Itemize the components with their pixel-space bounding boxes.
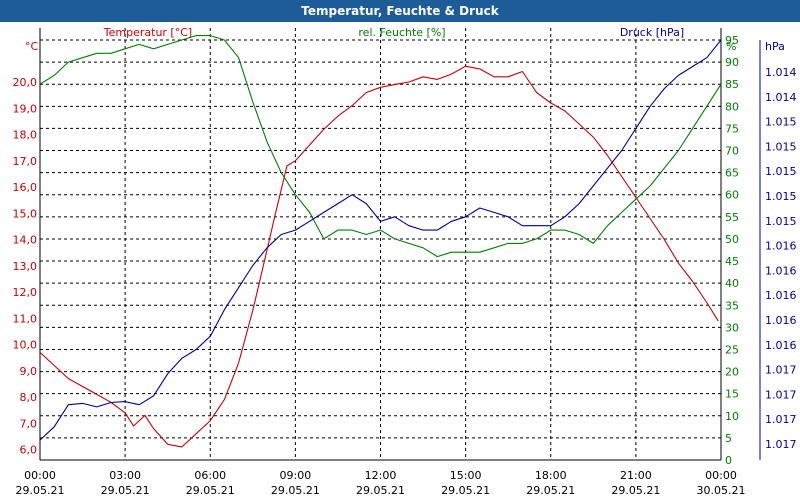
humidity-tick-label: 35 [725, 299, 739, 312]
x-tick-time: 12:00 [365, 469, 397, 482]
pressure-tick-label: 1.017 [765, 388, 797, 401]
temp-tick-label: 7,0 [20, 417, 38, 430]
x-tick-date: 29.05.21 [356, 484, 405, 497]
humidity-tick-label: 0 [725, 454, 732, 467]
humidity-tick-label: 30 [725, 321, 739, 334]
temp-series-label: Temperatur [°C] [103, 26, 192, 39]
pressure-tick-label: 1.015 [765, 165, 797, 178]
pressure-tick-label: 1.016 [765, 240, 797, 253]
humidity-tick-label: 85 [725, 78, 739, 91]
x-tick-date: 30.05.21 [697, 484, 746, 497]
humidity-series-label: rel. Feuchte [%] [358, 26, 445, 39]
temp-tick-label: 8,0 [20, 391, 38, 404]
x-tick-date: 29.05.21 [271, 484, 320, 497]
humidity-tick-label: 70 [725, 145, 739, 158]
temp-tick-label: 6,0 [20, 444, 38, 457]
pressure-tick-label: 1.015 [765, 140, 797, 153]
x-tick-time: 15:00 [450, 469, 482, 482]
pressure-unit-label: hPa [765, 40, 785, 53]
x-tick-date: 29.05.21 [611, 484, 660, 497]
humidity-tick-label: 65 [725, 167, 739, 180]
humidity-tick-label: 80 [725, 100, 739, 113]
humidity-tick-label: 10 [725, 410, 739, 423]
temp-tick-label: 9,0 [20, 365, 38, 378]
x-tick-date: 29.05.21 [101, 484, 150, 497]
x-tick-time: 18:00 [535, 469, 567, 482]
pressure-tick-label: 1.016 [765, 339, 797, 352]
temp-tick-label: 16,0 [13, 181, 38, 194]
x-tick-time: 09:00 [280, 469, 312, 482]
x-tick-time: 03:00 [109, 469, 141, 482]
x-tick-time: 00:00 [24, 469, 56, 482]
temp-tick-label: 11,0 [13, 312, 38, 325]
humidity-tick-label: 55 [725, 211, 739, 224]
pressure-tick-label: 1.017 [765, 438, 797, 451]
humidity-tick-label: 40 [725, 277, 739, 290]
temp-tick-label: 20,0 [13, 76, 38, 89]
humidity-unit-label: % [726, 40, 736, 53]
humidity-tick-label: 50 [725, 233, 739, 246]
temp-tick-label: 19,0 [13, 102, 38, 115]
x-tick-time: 21:00 [620, 469, 652, 482]
pressure-tick-label: 1.014 [765, 91, 797, 104]
x-tick-time: 06:00 [194, 469, 226, 482]
window-title: Temperatur, Feuchte & Druck [0, 0, 800, 22]
pressure-tick-label: 1.015 [765, 190, 797, 203]
humidity-tick-label: 5 [725, 432, 732, 445]
x-tick-date: 29.05.21 [526, 484, 575, 497]
temperature-line [39, 65, 719, 448]
pressure-tick-label: 1.015 [765, 116, 797, 129]
humidity-tick-label: 20 [725, 366, 739, 379]
pressure-tick-label: 1.017 [765, 364, 797, 377]
x-tick-date: 29.05.21 [441, 484, 490, 497]
temp-tick-label: 18,0 [13, 129, 38, 142]
temp-tick-label: 14,0 [13, 234, 38, 247]
pressure-tick-label: 1.017 [765, 413, 797, 426]
temp-tick-label: 13,0 [13, 260, 38, 273]
pressure-line [39, 39, 722, 441]
pressure-tick-label: 1.016 [765, 289, 797, 302]
temp-tick-label: 10,0 [13, 339, 38, 352]
pressure-tick-label: 1.015 [765, 215, 797, 228]
x-tick-time: 00:00 [705, 469, 737, 482]
pressure-tick-label: 1.016 [765, 314, 797, 327]
temp-tick-label: 12,0 [13, 286, 38, 299]
humidity-tick-label: 95 [725, 34, 739, 47]
humidity-tick-label: 60 [725, 189, 739, 202]
humidity-tick-label: 25 [725, 343, 739, 356]
pressure-series-label: Druck [hPa] [620, 26, 684, 39]
humidity-tick-label: 90 [725, 56, 739, 69]
humidity-tick-label: 15 [725, 388, 739, 401]
temp-tick-label: 15,0 [13, 207, 38, 220]
x-tick-date: 29.05.21 [186, 484, 235, 497]
pressure-tick-label: 1.014 [765, 66, 797, 79]
pressure-tick-label: 1.016 [765, 264, 797, 277]
temp-tick-label: 17,0 [13, 155, 38, 168]
x-tick-date: 29.05.21 [16, 484, 65, 497]
humidity-line [39, 35, 722, 258]
humidity-tick-label: 75 [725, 122, 739, 135]
temp-unit-label: °C [25, 40, 39, 53]
humidity-tick-label: 45 [725, 255, 739, 268]
